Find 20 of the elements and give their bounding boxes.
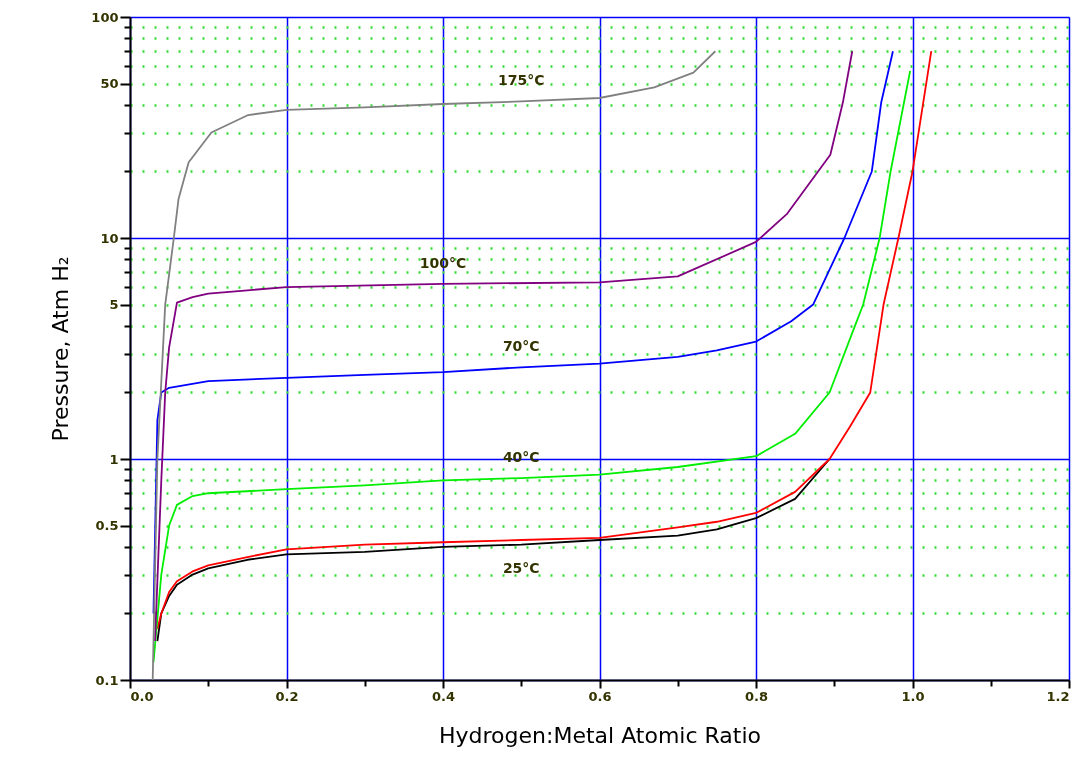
x-tick-label: 0.2	[275, 688, 299, 704]
x-tick-label: 0.0	[130, 688, 154, 704]
y-axis-title: Pressure, Atm H₂	[48, 256, 74, 442]
series-label: 70°C	[502, 338, 540, 355]
x-tick-label: 1.0	[901, 688, 925, 704]
y-tick-label: 1	[109, 451, 119, 467]
x-tick-label: 0.8	[744, 688, 769, 704]
x-tick-label: 1.2	[1046, 688, 1070, 704]
x-axis-title: Hydrogen:Metal Atomic Ratio	[439, 722, 761, 748]
y-tick-label: 50	[100, 76, 119, 92]
x-tick-label: 0.6	[588, 688, 612, 704]
y-tick-label: 5	[109, 297, 119, 313]
y-tick-label: 100	[91, 9, 119, 25]
series-label: 175°C	[498, 72, 545, 89]
x-tick-label: 0.4	[431, 688, 456, 704]
y-tick-label: 0.1	[95, 672, 119, 688]
y-tick-label: 10	[100, 230, 119, 246]
line-series	[151, 50, 717, 680]
series-label: 25°C	[502, 559, 540, 576]
y-tick-label: 0.5	[95, 518, 119, 534]
